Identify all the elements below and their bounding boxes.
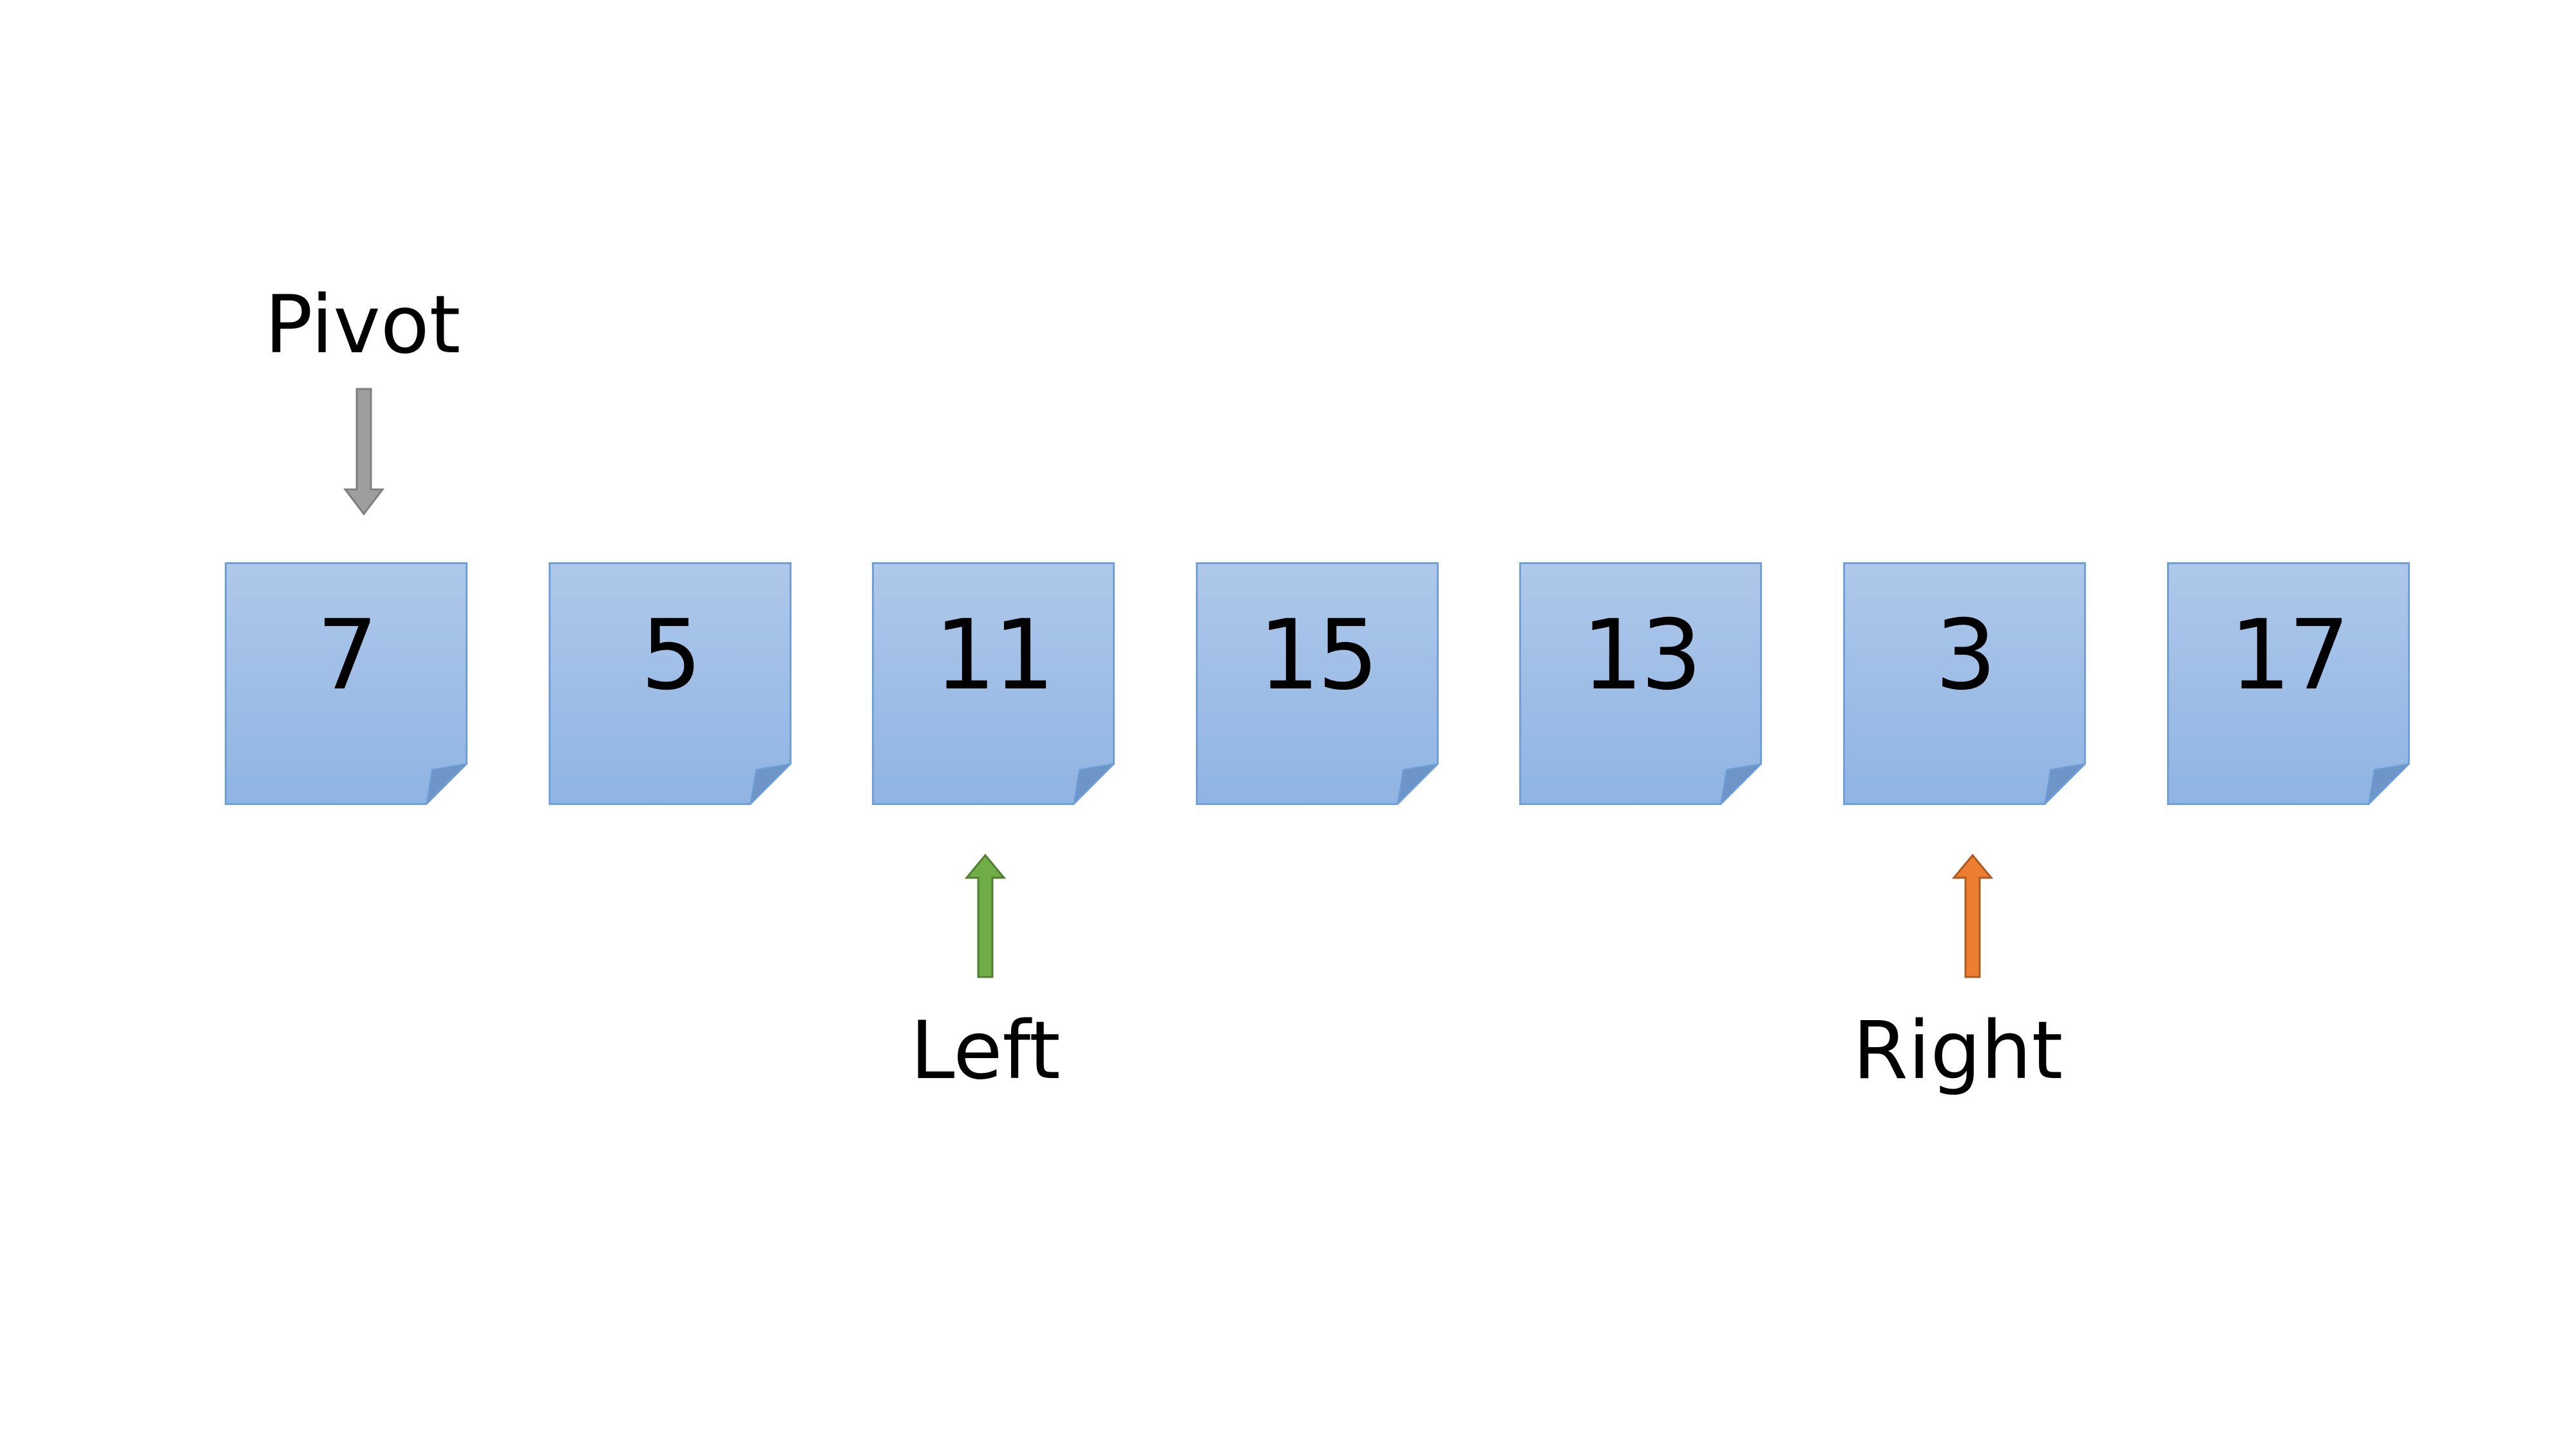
- right-label: Right: [1852, 1005, 2063, 1097]
- array-value: 15: [1258, 600, 1379, 712]
- array-card: 13: [1519, 562, 1762, 805]
- pivot-label: Pivot: [264, 279, 461, 372]
- array-card: 3: [1843, 562, 2086, 805]
- sticky-note-icon: [1843, 562, 2086, 805]
- sticky-note-icon: [2167, 562, 2410, 805]
- array-value: 7: [316, 600, 378, 712]
- array-card: 11: [872, 562, 1115, 805]
- array-card: 17: [2167, 562, 2410, 805]
- array-value: 3: [1935, 600, 1996, 712]
- array-value: 5: [640, 600, 702, 712]
- array-card: 15: [1196, 562, 1439, 805]
- sticky-note-icon: [872, 562, 1115, 805]
- array-value: 11: [934, 600, 1055, 712]
- sticky-note-icon: [225, 562, 468, 805]
- array-card: 5: [549, 562, 791, 805]
- sticky-note-icon: [1519, 562, 1762, 805]
- sticky-note-icon: [1196, 562, 1439, 805]
- pivot-arrow-icon: [343, 388, 385, 516]
- left-arrow-icon: [964, 853, 1007, 978]
- array-card: 7: [225, 562, 468, 805]
- left-label: Left: [910, 1005, 1061, 1097]
- array-value: 13: [1582, 600, 1702, 712]
- right-arrow-icon: [1951, 853, 1994, 978]
- array-value: 17: [2230, 600, 2350, 712]
- sticky-note-icon: [549, 562, 791, 805]
